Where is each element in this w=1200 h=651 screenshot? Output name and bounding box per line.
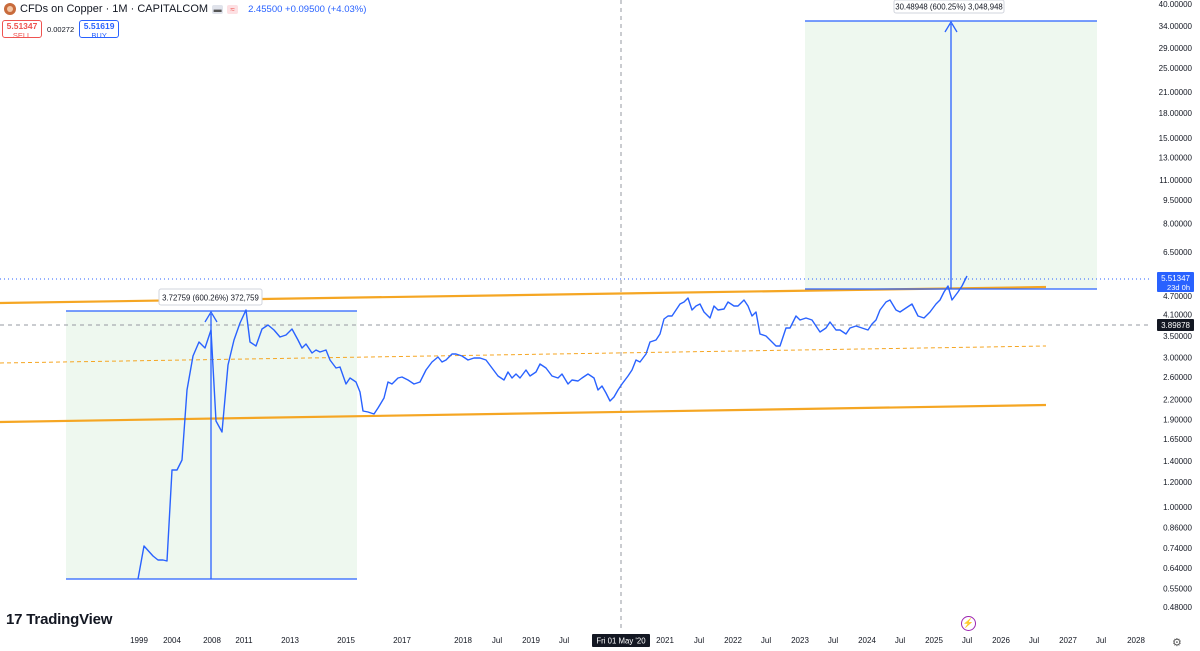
price-axis: 40.00000 34.00000 29.00000 25.00000 21.00000… [1157,0,1194,612]
y-tick-label: 11.00000 [1159,176,1192,185]
y-tick-label: 6.50000 [1163,248,1192,257]
crosshair-price-badge [1157,319,1194,331]
x-tick-label: 2027 [1059,636,1077,645]
y-tick-label: 15.00000 [1159,134,1193,143]
spread-value: 0.00272 [47,24,75,34]
y-tick-label: 2.20000 [1163,396,1192,405]
y-tick-label: 1.00000 [1163,503,1192,512]
x-tick-label: 2028 [1127,636,1145,645]
chart-header: CFDs on Copper · 1M · CAPITALCOM ▬ ≈ 2.4… [4,3,366,15]
crosshair-price-value: 3.89878 [1161,321,1190,330]
x-tick-label: 1999 [130,636,148,645]
hide-icon[interactable]: ▬ [212,4,224,14]
x-tick-label: 2019 [522,636,540,645]
last-price-value: 5.51347 [1161,274,1190,283]
x-tick-label: 2013 [281,636,299,645]
x-tick-label: Jul [895,636,905,645]
tradingview-mark-icon: 17 [6,611,23,628]
compare-icon[interactable]: ≈ [227,4,239,14]
y-tick-label: 13.00000 [1159,153,1193,162]
y-tick-label: 1.90000 [1163,416,1192,425]
y-tick-label: 1.40000 [1163,457,1192,466]
crosshair-date-badge [592,634,650,647]
x-tick-label: 2026 [992,636,1010,645]
price-change: 2.45500 +0.09500 (+4.03%) [248,3,367,15]
x-tick-label: 2023 [791,636,809,645]
x-tick-label: 2008 [203,636,221,645]
buy-label: BUY [91,30,107,40]
measure-overlay: 3.72759 (600.26%) 372,759 30.48948 (600.2… [66,0,1097,580]
x-tick-label: Jul [1029,636,1039,645]
y-tick-label: 0.55000 [1163,585,1192,594]
y-tick-label: 18.00000 [1159,109,1193,118]
y-tick-label: 34.00000 [1159,22,1193,31]
symbol-title[interactable]: CFDs on Copper · 1M · CAPITALCOM [20,3,209,15]
lightning-icon[interactable]: ⚡ [961,616,976,631]
x-tick-label: 2025 [925,636,943,645]
price-line [137,275,968,580]
y-tick-label: 21.00000 [1159,88,1193,97]
trendline-lower [0,403,1047,424]
gear-icon[interactable]: ⚙ [1172,637,1182,649]
price-series [137,275,968,580]
x-tick-label: Jul [559,636,569,645]
trendline-middle [0,345,1047,364]
y-tick-label: 8.00000 [1163,219,1192,228]
y-tick-label: 2.60000 [1163,373,1192,382]
y-tick-label: 4.70000 [1163,292,1192,301]
last-price-countdown: 23d 0h [1167,283,1190,292]
x-tick-label: Jul [761,636,771,645]
x-tick-label: 2017 [393,636,411,645]
tradingview-logo[interactable]: 17 TradingView [6,611,112,628]
crosshair-date-label: Fri 01 May '20 [596,637,646,646]
trade-panel: 5.51347 SELL 0.00272 5.51619 BUY [2,20,120,40]
measure-right-label-box [893,0,1005,14]
x-tick-label: 2004 [163,636,181,645]
x-tick-label: Jul [694,636,704,645]
y-tick-label: 0.86000 [1163,524,1192,533]
y-tick-label: 1.65000 [1163,435,1192,444]
y-tick-label: 3.50000 [1163,332,1192,341]
measure-left-label-text: 3.72759 (600.26%) 372,759 [162,294,259,303]
y-tick-label: 0.74000 [1163,544,1192,553]
y-tick-label: 0.64000 [1163,564,1192,573]
x-tick-label: Jul [1096,636,1106,645]
sell-button[interactable]: 5.51347 SELL [2,20,42,40]
buy-button[interactable]: 5.51619 BUY [79,20,120,40]
x-tick-label: 2021 [656,636,674,645]
y-tick-label: 9.50000 [1163,196,1192,205]
y-tick-label: 25.00000 [1159,64,1193,73]
buy-price: 5.51619 [83,21,115,31]
y-tick-label: 40.00000 [1159,0,1193,9]
x-tick-label: 2011 [235,636,253,645]
brand-name: TradingView [26,611,113,628]
y-tick-label: 0.48000 [1163,603,1192,612]
sell-label: SELL [12,30,32,40]
x-tick-label: 2015 [337,636,355,645]
measure-left-label: 3.72759 (600.26%) 372,759 [158,288,263,306]
y-tick-label: 29.00000 [1159,44,1193,53]
y-tick-label: 3.00000 [1163,353,1192,362]
copper-symbol-icon [4,3,16,15]
measure-left-arrowhead [204,310,218,323]
x-tick-label: 2018 [454,636,472,645]
measure-right-arrowhead [944,20,958,33]
y-tick-label: 4.10000 [1163,311,1192,320]
measure-right-label: 30.48948 (600.25%) 3,048,948 [893,0,1005,14]
time-axis: 1999 2004 2008 2011 2013 2015 2017 2018 Jul 2019 J… [130,634,1145,647]
x-tick-label: Jul [828,636,838,645]
x-tick-label: 2024 [858,636,876,645]
y-tick-label: 1.20000 [1163,478,1192,487]
x-tick-label: Jul [962,636,972,645]
measure-left-label-box [158,288,263,306]
sell-price: 5.51347 [6,21,38,31]
measure-right-label-text: 30.48948 (600.25%) 3,048,948 [895,3,1003,12]
x-tick-label: 2022 [724,636,742,645]
x-tick-label: Jul [492,636,502,645]
last-price-badge [1157,272,1194,292]
